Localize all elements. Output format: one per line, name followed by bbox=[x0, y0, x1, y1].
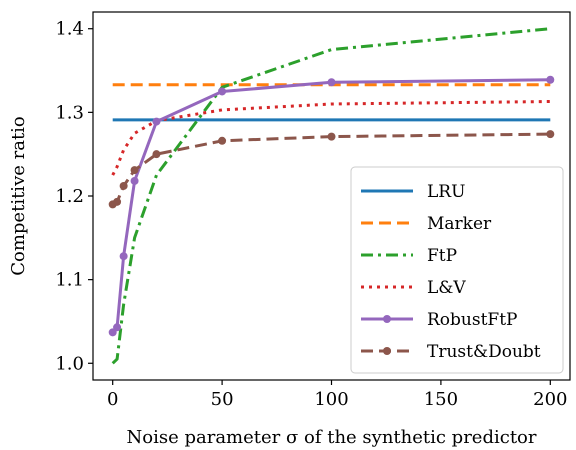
series-line bbox=[111, 78, 551, 334]
legend-box bbox=[350, 166, 564, 374]
legend-marker bbox=[383, 315, 391, 323]
series-robustftp bbox=[108, 75, 555, 337]
x-tick-label: 200 bbox=[533, 389, 567, 410]
series-ftp bbox=[111, 27, 551, 365]
y-tick-label: 1.2 bbox=[55, 186, 84, 207]
data-point bbox=[113, 323, 122, 332]
data-point bbox=[546, 130, 555, 139]
x-axis-label: Noise parameter σ of the synthetic predi… bbox=[127, 427, 537, 448]
data-point bbox=[327, 78, 336, 87]
y-tick-label: 1.4 bbox=[55, 19, 84, 40]
legend: LRU Marker FtP L&V RobustFtP Trust&Doubt bbox=[350, 166, 564, 374]
x-tick-label: 150 bbox=[424, 389, 458, 410]
y-tick-label: 1.0 bbox=[55, 353, 84, 374]
legend-label: FtP bbox=[427, 246, 457, 266]
x-tick-label: 50 bbox=[211, 389, 234, 410]
series-trust-doubt bbox=[108, 130, 555, 209]
legend-label: Marker bbox=[427, 214, 492, 234]
legend-marker bbox=[383, 347, 391, 355]
legend-label: LRU bbox=[427, 182, 465, 202]
data-point bbox=[119, 252, 128, 261]
data-point bbox=[218, 87, 227, 96]
y-axis-label: Competitive ratio bbox=[8, 116, 29, 276]
data-point bbox=[152, 117, 161, 126]
y-tick-label: 1.1 bbox=[55, 270, 84, 291]
data-point bbox=[152, 150, 161, 159]
data-point bbox=[546, 75, 555, 84]
legend-label: RobustFtP bbox=[427, 310, 518, 330]
data-point bbox=[218, 136, 227, 145]
data-point bbox=[327, 132, 336, 141]
ticks-layer: 0 50 100 150 200 1.0 1.1 1.2 1.3 1.4 bbox=[55, 19, 567, 410]
series-layer bbox=[108, 27, 555, 365]
data-point bbox=[130, 166, 139, 175]
legend-label: Trust&Doubt bbox=[427, 342, 541, 362]
data-point bbox=[130, 176, 139, 185]
series-line bbox=[111, 27, 551, 365]
data-point bbox=[119, 181, 128, 190]
data-point bbox=[113, 197, 122, 206]
x-tick-label: 100 bbox=[314, 389, 348, 410]
y-tick-label: 1.3 bbox=[55, 102, 84, 123]
x-tick-label: 0 bbox=[107, 389, 118, 410]
legend-label: L&V bbox=[427, 278, 466, 298]
